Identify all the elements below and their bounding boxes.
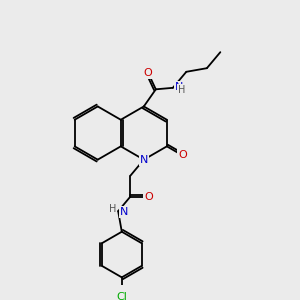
- Text: N: N: [120, 207, 128, 217]
- Text: Cl: Cl: [116, 292, 127, 300]
- Text: O: O: [144, 192, 153, 202]
- Text: O: O: [143, 68, 152, 78]
- Text: N: N: [175, 82, 183, 92]
- Text: O: O: [178, 150, 187, 160]
- Text: H: H: [109, 204, 116, 214]
- Text: N: N: [140, 155, 148, 165]
- Text: H: H: [178, 85, 185, 95]
